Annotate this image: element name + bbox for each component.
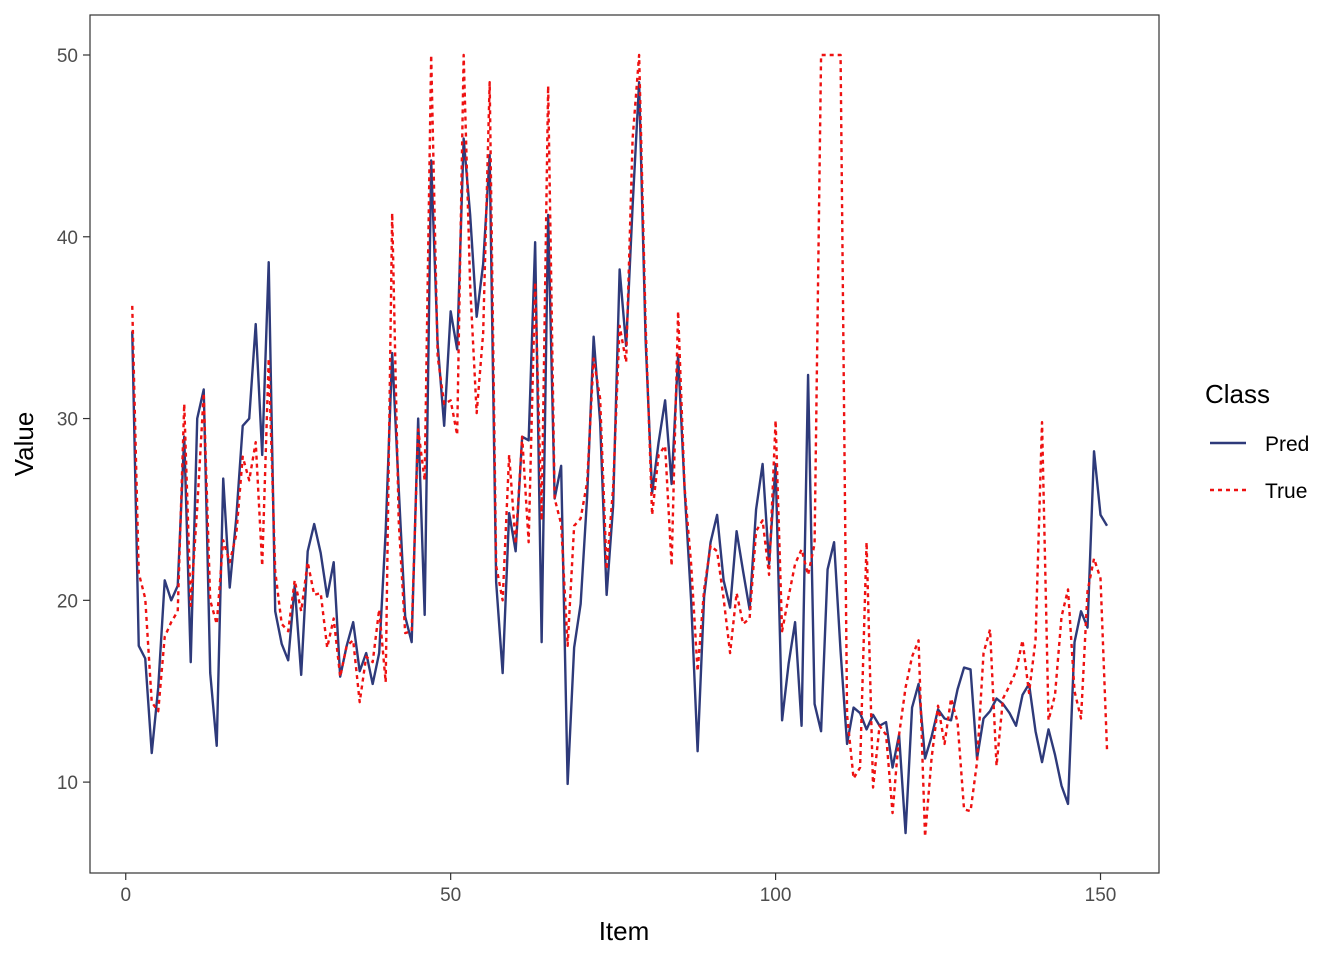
x-tick-label: 50	[440, 885, 461, 906]
y-tick-label: 30	[57, 410, 78, 431]
legend-title: Class	[1205, 379, 1270, 409]
legend-label-pred: Pred	[1265, 433, 1309, 456]
legend-item-pred: Pred	[1210, 433, 1309, 456]
series-layer	[131, 53, 1109, 838]
panel-border	[89, 14, 1160, 874]
y-tick-label: 40	[57, 228, 78, 249]
y-tick-label: 20	[57, 591, 78, 612]
x-axis: 0 50 100 150	[120, 873, 1116, 906]
legend: Class Pred True	[1205, 379, 1309, 503]
y-tick-label: 50	[57, 46, 78, 67]
x-tick-label: 150	[1085, 885, 1117, 906]
x-axis-title: Item	[599, 916, 650, 946]
series-line-true	[131, 53, 1109, 838]
legend-label-true: True	[1265, 480, 1307, 503]
x-tick-label: 100	[760, 885, 792, 906]
y-axis-title: Value	[9, 412, 39, 477]
y-tick-label: 10	[57, 773, 78, 794]
y-axis: 10 20 30 40 50	[57, 46, 90, 794]
legend-item-true: True	[1210, 480, 1307, 503]
x-tick-label: 0	[120, 885, 131, 906]
